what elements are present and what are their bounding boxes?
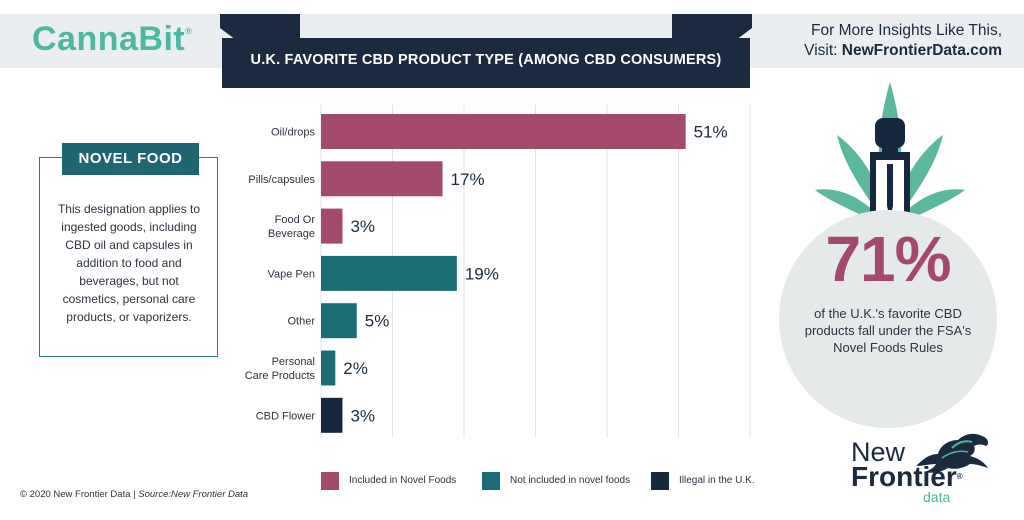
logo-word-new: New <box>851 437 906 467</box>
category-label: Personal <box>272 356 315 368</box>
source-text: Source:New Frontier Data <box>138 489 249 500</box>
legend-swatch-included <box>321 472 339 490</box>
bar-value-label: 51% <box>694 123 728 142</box>
copyright-text: © 2020 New Frontier Data | <box>20 489 139 500</box>
cannabis-dropper-icon <box>815 82 965 230</box>
logo-word-data: data <box>923 489 951 505</box>
highlight-percent: 71% <box>825 223 951 295</box>
highlight-circle <box>779 210 997 428</box>
category-label: Vape Pen <box>267 268 315 280</box>
bar-chart: 51% Oil/drops 17% Pills/capsules 3% Food Or Be… <box>245 105 751 438</box>
bar-cbd-flower <box>321 397 343 433</box>
insights-visit: Visit: NewFrontierData.com <box>804 41 1002 61</box>
logo-frontier-text: Frontier <box>851 461 957 492</box>
legend-swatch-illegal <box>651 472 669 490</box>
insights-line: For More Insights Like This, <box>811 22 1002 39</box>
logo-registered-mark: ® <box>185 26 193 36</box>
chart-title: U.K. FAVORITE CBD PRODUCT TYPE (AMONG CB… <box>250 52 722 68</box>
title-banner <box>220 14 752 88</box>
novel-food-title: NOVEL FOOD <box>62 143 199 175</box>
bar-value-label: 19% <box>465 264 499 283</box>
category-label: Oil/drops <box>271 127 316 139</box>
copyright-notice: © 2020 New Frontier Data | Source:New Fr… <box>20 489 248 500</box>
bar-vape-pen <box>321 255 457 291</box>
category-label: Beverage <box>268 228 315 240</box>
legend-label-included: Included in Novel Foods <box>349 475 457 486</box>
bar-other <box>321 303 357 339</box>
category-label: Pills/capsules <box>248 174 315 186</box>
insights-prefix: Visit: <box>804 42 842 59</box>
bar-personal-care-products <box>321 350 336 386</box>
legend-swatch-not-included <box>482 472 500 490</box>
logo-text: CannaBit <box>32 20 186 58</box>
cannabit-logo[interactable]: CannaBit® <box>32 20 192 59</box>
category-label: Food Or <box>275 214 316 226</box>
insights-promo: For More Insights Like This, Visit: NewF… <box>804 21 1002 61</box>
category-label: Care Products <box>245 370 316 382</box>
bar-value-label: 2% <box>343 359 368 378</box>
legend-label-not-included: Not included in novel foods <box>510 475 631 486</box>
category-label: CBD Flower <box>256 410 316 422</box>
logo-frontier-mark: ® <box>956 472 963 481</box>
horse-rider-icon <box>916 433 989 473</box>
bar-value-label: 17% <box>451 170 485 189</box>
bar-oil-drops <box>321 114 686 149</box>
insights-link[interactable]: NewFrontierData.com <box>841 42 1002 59</box>
bar-value-label: 5% <box>365 312 390 331</box>
highlight-text: of the U.K.'s favorite CBD products fall… <box>804 306 972 355</box>
bar-value-label: 3% <box>350 217 375 236</box>
bar-pills-capsules <box>321 161 443 197</box>
category-label: Other <box>287 316 315 328</box>
bar-value-label: 3% <box>350 406 375 425</box>
legend-label-illegal: Illegal in the U.K. <box>679 475 755 486</box>
novel-food-description: This designation applies to ingested goo… <box>57 202 201 324</box>
bar-food-or-beverage <box>321 208 343 244</box>
logo-word-frontier: Frontier® <box>851 462 963 492</box>
